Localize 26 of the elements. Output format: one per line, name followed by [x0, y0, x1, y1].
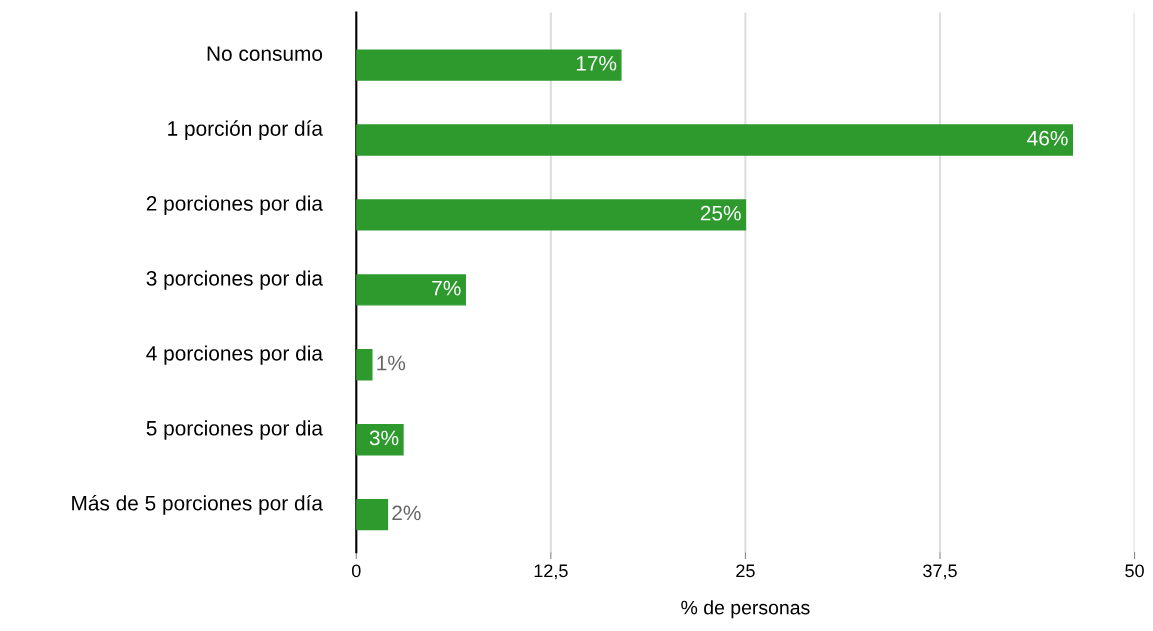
x-tick-label: 0 — [351, 564, 361, 578]
bar — [356, 274, 466, 306]
bar — [356, 49, 622, 81]
x-tick-label: 25 — [736, 564, 755, 578]
data-label: 46% — [1027, 130, 1068, 146]
y-tick-label: 1 porción por día — [168, 120, 323, 140]
data-label: 2% — [392, 505, 421, 521]
y-tick-label: 4 porciones por dia — [146, 345, 323, 365]
bar — [356, 349, 373, 381]
bar — [356, 124, 1073, 156]
x-axis-title: % de personas — [681, 600, 810, 619]
x-tick-label: 37,5 — [923, 564, 957, 580]
bar — [356, 498, 389, 531]
data-label: 17% — [576, 56, 617, 71]
x-tick-label: 12,5 — [534, 564, 568, 580]
y-tick-label: 5 porciones por dia — [146, 420, 323, 440]
data-label: 1% — [377, 355, 406, 371]
x-tick-label: 50 — [1125, 564, 1144, 578]
bar — [356, 199, 747, 231]
data-label: 3% — [369, 430, 399, 446]
data-label: 25% — [700, 205, 741, 221]
y-tick-label: Más de 5 porciones por día — [72, 494, 323, 515]
y-tick-label: No consumo — [207, 46, 323, 61]
y-tick-label: 3 porciones por dia — [146, 270, 323, 290]
y-tick-label: 2 porciones por dia — [146, 195, 323, 215]
data-label: 7% — [432, 280, 461, 296]
